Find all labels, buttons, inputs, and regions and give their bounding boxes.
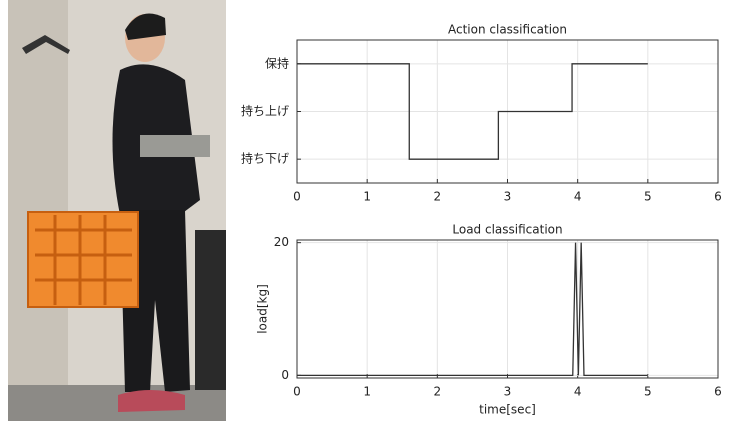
chart-title: Load classification <box>452 223 562 237</box>
screen: 0 1 2 3 4 5 6 持ち下げ 持ち上げ 保持 Action classification 0 1… <box>0 0 736 421</box>
x-tick-label: 5 <box>644 385 652 399</box>
floor <box>8 385 226 421</box>
x-tick-label: 0 <box>293 190 301 204</box>
x-tick-label: 0 <box>293 385 301 399</box>
x-tick-label: 2 <box>434 385 442 399</box>
feet <box>118 390 185 412</box>
board <box>195 230 226 390</box>
door <box>8 0 68 421</box>
y-tick-label: 持ち上げ <box>241 103 289 118</box>
x-tick-label: 4 <box>574 385 582 399</box>
x-tick-label: 4 <box>574 190 582 204</box>
y-tick-label: 持ち下げ <box>241 151 289 166</box>
y-tick-label: 保持 <box>265 55 289 70</box>
x-tick-label: 3 <box>504 385 512 399</box>
x-tick-label: 3 <box>504 190 512 204</box>
y-tick-label: 0 <box>281 368 289 382</box>
crate <box>28 212 138 307</box>
x-tick-label: 1 <box>363 385 371 399</box>
y-tick-label: 20 <box>274 235 289 249</box>
y-axis-label: load[kg] <box>256 284 270 334</box>
x-tick-label: 6 <box>714 385 722 399</box>
x-tick-label: 2 <box>434 190 442 204</box>
x-axis-label: time[sec] <box>479 403 536 417</box>
chart-title: Action classification <box>448 23 567 37</box>
x-tick-label: 5 <box>644 190 652 204</box>
x-tick-label: 1 <box>363 190 371 204</box>
figure: 0 1 2 3 4 5 6 持ち下げ 持ち上げ 保持 Action classification 0 1… <box>0 0 736 421</box>
x-tick-label: 6 <box>714 190 722 204</box>
harness <box>140 135 210 157</box>
photo <box>8 0 226 421</box>
